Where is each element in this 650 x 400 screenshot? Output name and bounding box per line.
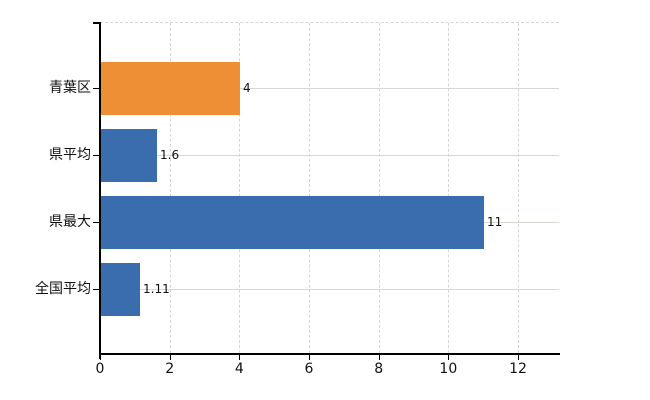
horizontal-gridline: [100, 289, 559, 290]
x-tick-label: 12: [509, 361, 527, 377]
vertical-gridline: [448, 23, 450, 353]
vertical-gridline: [518, 23, 519, 353]
x-tick-label: 2: [165, 361, 175, 377]
category-label: 県最大: [49, 214, 91, 230]
horizontal-gridline: [100, 88, 559, 89]
x-axis-tick: [169, 353, 171, 360]
bar: [101, 195, 484, 249]
x-axis-tick: [378, 353, 380, 360]
vertical-gridline: [239, 23, 241, 353]
bar-value-label: 1.6: [160, 148, 180, 162]
category-label: 青葉区: [49, 80, 91, 96]
category-label: 全国平均: [35, 281, 91, 297]
bar-value-label: 4: [243, 81, 251, 95]
y-axis-tick: [93, 22, 100, 24]
x-tick-label: 10: [439, 361, 458, 377]
vertical-gridline: [309, 23, 310, 353]
horizontal-gridline: [100, 155, 559, 156]
category-label: 県平均: [49, 147, 91, 163]
x-axis-tick: [518, 353, 519, 360]
bar-value-label: 1.11: [143, 282, 170, 296]
x-axis-tick: [448, 353, 450, 360]
x-tick-label: 6: [304, 361, 314, 377]
bar: [101, 262, 140, 316]
vertical-gridline: [169, 23, 171, 353]
bar-value-label: 11: [487, 215, 503, 229]
x-tick-label: 0: [95, 361, 105, 377]
bar: [101, 128, 157, 182]
y-axis-tick: [93, 222, 100, 223]
y-axis-line: [99, 22, 101, 359]
bar: [101, 61, 240, 115]
vertical-gridline: [378, 23, 380, 353]
plot-top-border: [100, 22, 559, 23]
x-axis-tick: [309, 353, 310, 360]
x-tick-label: 4: [234, 361, 244, 377]
x-axis-line: [99, 353, 560, 355]
x-axis-tick: [239, 353, 241, 360]
y-axis-tick: [93, 155, 100, 156]
x-tick-label: 8: [374, 361, 384, 377]
y-axis-tick: [93, 88, 100, 89]
y-axis-tick: [93, 289, 100, 290]
